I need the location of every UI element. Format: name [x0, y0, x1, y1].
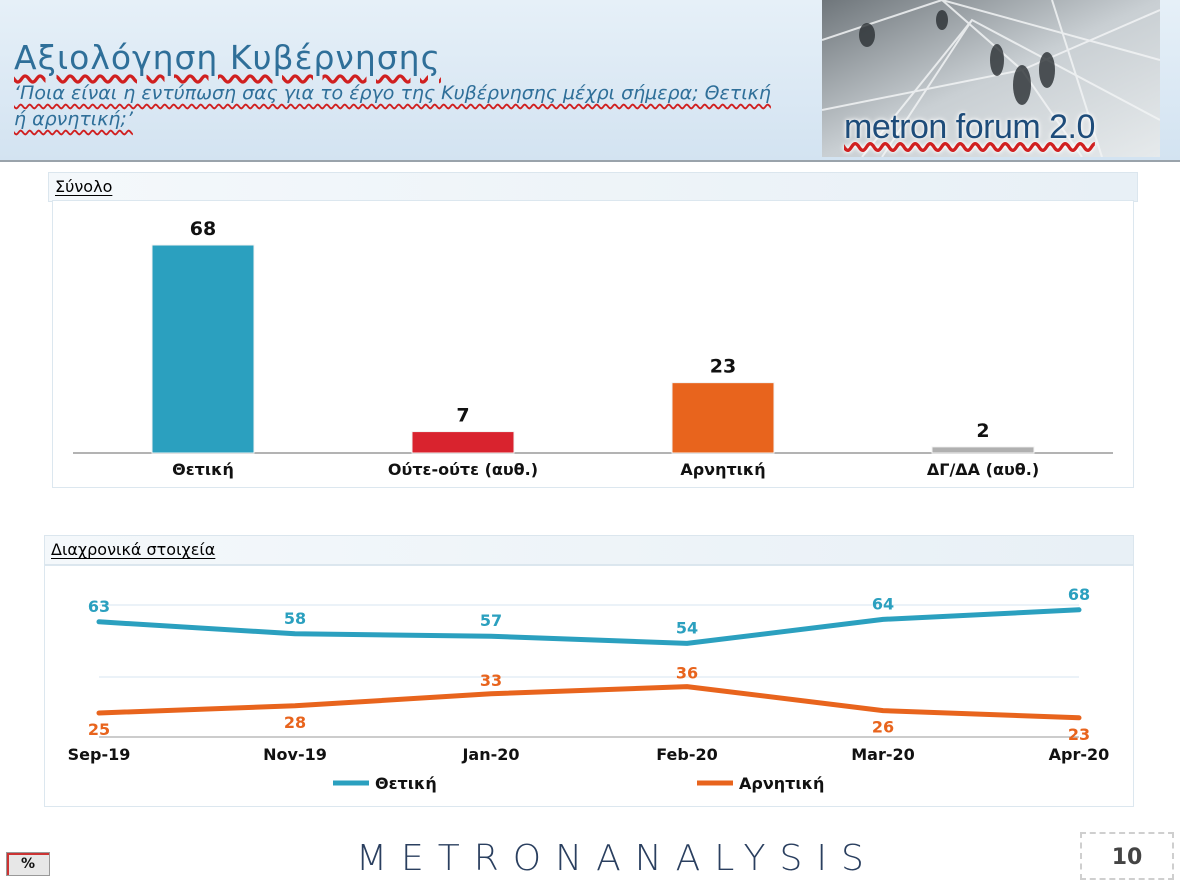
line-x-tick-label: Jan-20 — [461, 745, 519, 764]
bar-2 — [411, 431, 515, 454]
bar-value-label: 68 — [190, 218, 216, 240]
series-2-value-label: 26 — [872, 718, 894, 737]
bar-category-label: Θετική — [172, 460, 234, 479]
bar-3 — [671, 382, 775, 454]
series-1-value-label: 58 — [284, 609, 306, 628]
line-x-tick-label: Apr-20 — [1049, 745, 1110, 764]
bar-category-label: Αρνητική — [680, 460, 765, 479]
legend-label-2: Αρνητική — [739, 774, 824, 793]
series-2-value-label: 23 — [1068, 725, 1090, 744]
bar-value-label: 7 — [456, 405, 469, 427]
section-trend-band: Διαχρονικά στοιχεία — [44, 535, 1134, 565]
page-number: 10 — [1080, 832, 1174, 880]
brand-image: metron forum 2.0 — [822, 0, 1160, 157]
series-1-value-label: 64 — [872, 594, 894, 613]
section-trend-label: Διαχρονικά στοιχεία — [51, 540, 216, 559]
series-1-value-label: 68 — [1068, 585, 1090, 604]
legend-label-1: Θετική — [375, 774, 437, 793]
percent-unit-button[interactable]: % — [6, 852, 50, 876]
line-x-tick-label: Sep-19 — [68, 745, 131, 764]
bar-category-label: Ούτε-ούτε (αυθ.) — [388, 460, 538, 479]
series-2-value-label: 36 — [676, 664, 698, 683]
series-2-value-label: 28 — [284, 713, 306, 732]
series-line-1 — [96, 607, 1082, 646]
section-total-label: Σύνολο — [55, 177, 113, 196]
bar-chart-panel: 68 Θετική 7 Ούτε-ούτε (αυθ.) 23 Αρνητική 2 ΔΓ/Δ… — [52, 200, 1134, 488]
series-1-value-label: 63 — [88, 597, 110, 616]
line-x-tick-label: Nov-19 — [263, 745, 327, 764]
slide-header: Αξιολόγηση Κυβέρνησης ‘Ποια είναι η εντύ… — [0, 0, 1180, 162]
slide-title: Αξιολόγηση Κυβέρνησης — [14, 38, 441, 77]
metron-analysis-logo: METRONANALYSIS — [356, 838, 878, 879]
line-chart: 63 58 57 54 64 68 25 28 33 36 26 23 Sep-19 Nov-19 Jan-… — [68, 532, 1110, 793]
bar-4 — [931, 446, 1035, 454]
bar-value-label: 2 — [976, 420, 989, 442]
brand-photo-graphic — [822, 0, 1160, 157]
slide-subtitle: ‘Ποια είναι η εντύπωση σας για το έργο τ… — [14, 82, 771, 130]
line-chart-panel: 63 58 57 54 64 68 25 28 33 36 26 23 Sep-19 Nov-19 Jan-… — [44, 532, 1134, 807]
bar-category-label: ΔΓ/ΔΑ (αυθ.) — [927, 460, 1039, 479]
bar-1 — [151, 244, 255, 454]
bar-chart: 68 Θετική 7 Ούτε-ούτε (αυθ.) 23 Αρνητική 2 ΔΓ/Δ… — [73, 218, 1113, 479]
series-2-value-label: 33 — [480, 671, 502, 690]
brand-logo-text: metron forum 2.0 — [844, 108, 1095, 146]
series-1-value-label: 57 — [480, 611, 502, 630]
series-line-2 — [96, 684, 1082, 721]
series-2-value-label: 25 — [88, 720, 110, 739]
line-x-tick-label: Mar-20 — [851, 745, 915, 764]
line-x-tick-label: Feb-20 — [656, 745, 718, 764]
bar-value-label: 23 — [710, 356, 736, 378]
section-total-band: Σύνολο — [48, 172, 1138, 202]
series-1-value-label: 54 — [676, 618, 698, 637]
